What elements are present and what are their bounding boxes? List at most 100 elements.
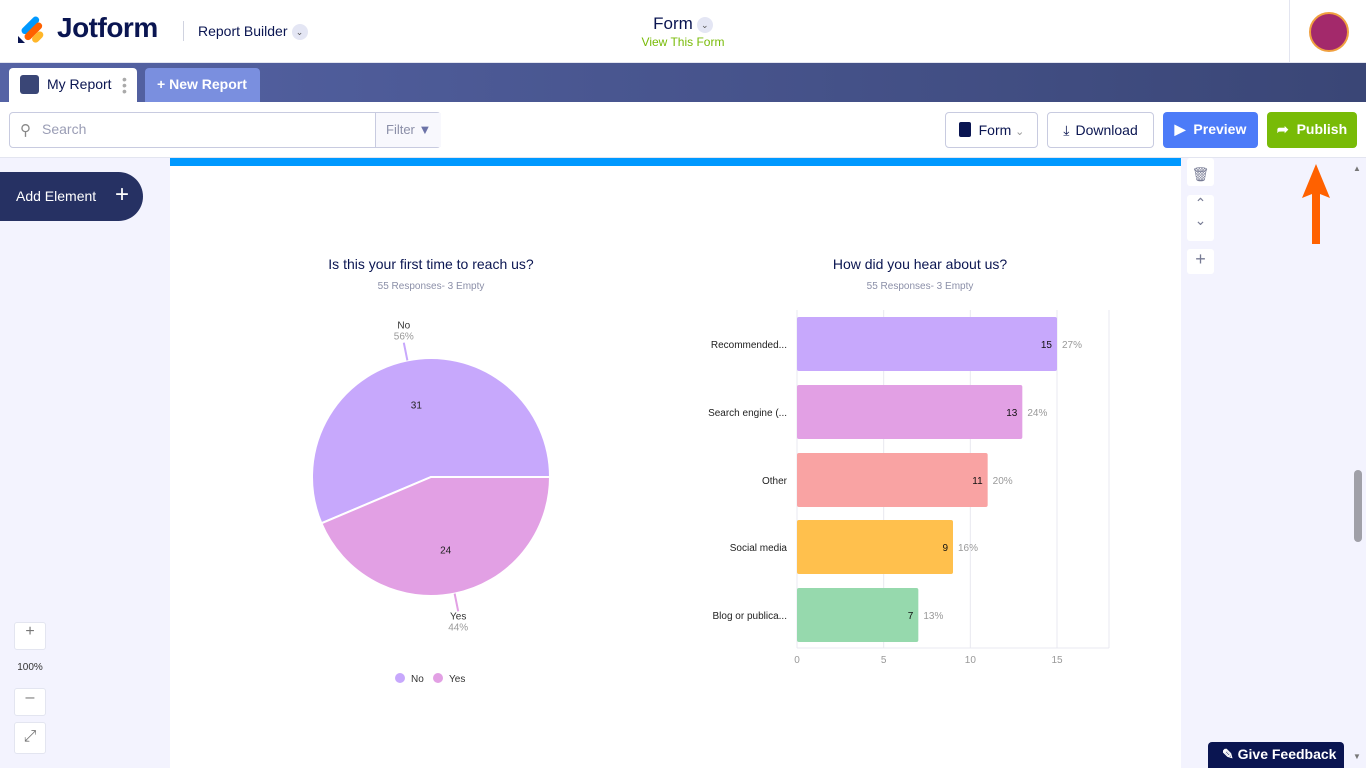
y-category-label: Recommended... [711,340,787,351]
top-bar: Jotform Report Builder ⌄ Form ⌄ View This … [0,0,1366,63]
add-element-label: Add Element [16,188,97,204]
y-category-label: Search engine (... [708,408,787,419]
bar-value-label: 9 [942,543,948,554]
plus-icon: + [1195,249,1206,269]
plus-icon: + [25,623,35,640]
orange-arrow-annotation [1302,164,1330,244]
publish-button[interactable]: ➦ Publish [1267,112,1357,148]
y-category-label: Social media [730,543,788,554]
bar [797,453,988,507]
fit-screen-button[interactable]: ⤢ [14,722,46,754]
add-element-button[interactable]: Add Element + [0,172,143,221]
y-category-label: Blog or publica... [713,611,788,622]
x-tick-label: 10 [965,655,977,666]
tab-my-report[interactable]: My Report • • • [9,68,137,102]
legend-label: Yes [449,674,465,685]
bar [797,317,1057,371]
tab-label: New Report [169,76,247,92]
add-page-button[interactable]: + [1187,249,1214,274]
bar-chart-subtitle: 55 Responses- 3 Empty [866,281,974,292]
bar-chart-title: How did you hear about us? [832,256,1008,272]
view-form-link[interactable]: View This Form [641,35,725,49]
pie-value-label: 24 [440,545,452,556]
bar [797,588,919,642]
pie-percent-label: 44% [448,622,468,633]
publish-label: Publish [1296,121,1348,137]
bar-value-label: 11 [972,476,983,487]
x-tick-label: 0 [794,655,800,666]
pie-slice-no [311,357,552,525]
pie-chart-subtitle: 55 Responses- 3 Empty [377,281,485,292]
plus-icon: + [114,181,129,208]
bar-percent-label: 24% [1027,408,1047,419]
minus-icon: – [25,689,35,706]
chevron-down-icon: ⌄ [291,24,308,41]
bar-value-label: 15 [1041,340,1053,351]
y-category-label: Other [762,476,788,487]
avatar[interactable] [1309,12,1349,52]
x-tick-label: 15 [1051,655,1063,666]
form-title-text: Form [653,14,693,33]
toolbar: ⚲ Filter ▼ Form ⌄ ⤓ Download ▶ Preview ➦ Pu… [0,102,1366,158]
form-select-button[interactable]: Form ⌄ [945,112,1038,148]
funnel-icon: ▼ [418,122,432,137]
bar-percent-label: 13% [923,611,943,622]
legend-swatch [433,673,443,683]
bar [797,385,1023,439]
report-page: Is this your first time to reach us? 55 … [170,158,1181,768]
scrollbar[interactable]: ▲ ▼ [1349,158,1366,768]
pie-outer-label: Yes [450,611,466,622]
scroll-down-icon[interactable]: ▼ [1353,752,1361,761]
search-box: ⚲ Filter ▼ [9,112,441,148]
filter-label: Filter [386,122,415,137]
legend-swatch [395,673,405,683]
search-input[interactable] [42,121,372,137]
pie-leader-line [453,593,460,612]
preview-button[interactable]: ▶ Preview [1163,112,1258,148]
plus-icon: + [157,76,170,92]
chevron-down-icon: ⌄ [696,16,713,33]
play-icon: ▶ [1174,121,1186,137]
bar-percent-label: 20% [993,476,1013,487]
account-area [1289,0,1366,63]
new-report-button[interactable]: + New Report [145,68,260,102]
zoom-in-button[interactable]: + [14,622,46,650]
chevron-down-icon: ⌄ [1015,126,1025,138]
preview-label: Preview [1193,121,1247,137]
report-tabs: My Report • • • + New Report [0,63,1366,102]
bar-percent-label: 16% [958,543,978,554]
form-icon [958,122,971,137]
feedback-icon: ✎ [1222,746,1238,762]
page-header-bar [170,158,1181,166]
divider [183,21,184,41]
x-tick-label: 5 [881,655,887,666]
expand-icon: ⤢ [23,728,37,745]
download-button[interactable]: ⤓ Download [1047,112,1154,148]
pie-chart-title: Is this your first time to reach us? [328,256,534,272]
form-title[interactable]: Form ⌄ [0,14,1366,34]
filter-button[interactable]: Filter ▼ [375,113,441,147]
download-label: Download [1075,122,1138,138]
form-label: Form [978,122,1012,138]
scrollbar-thumb[interactable] [1354,470,1362,542]
search-icon: ⚲ [20,122,31,139]
move-up-icon[interactable]: ⌃ [1194,195,1207,211]
brand-name[interactable]: Jotform [57,12,158,43]
zoom-level: 100% [17,662,43,673]
bar-value-label: 7 [908,611,914,622]
app-switcher[interactable]: Report Builder ⌄ [198,23,308,41]
move-down-icon[interactable]: ⌄ [1194,212,1207,228]
scroll-up-icon[interactable]: ▲ [1353,164,1361,173]
delete-button[interactable]: 🗑 [1187,158,1214,186]
give-feedback-button[interactable]: ✎ Give Feedback [1208,742,1344,768]
jotform-logo-icon [18,16,44,43]
report-icon [20,75,39,94]
trash-icon: 🗑 [1191,166,1210,182]
pie-leader-line [402,342,409,361]
more-options-icon[interactable]: • • • [122,71,127,99]
zoom-out-button[interactable]: – [14,688,46,716]
legend-label: No [411,674,424,685]
bar [797,520,953,574]
download-icon: ⤓ [1063,122,1070,138]
